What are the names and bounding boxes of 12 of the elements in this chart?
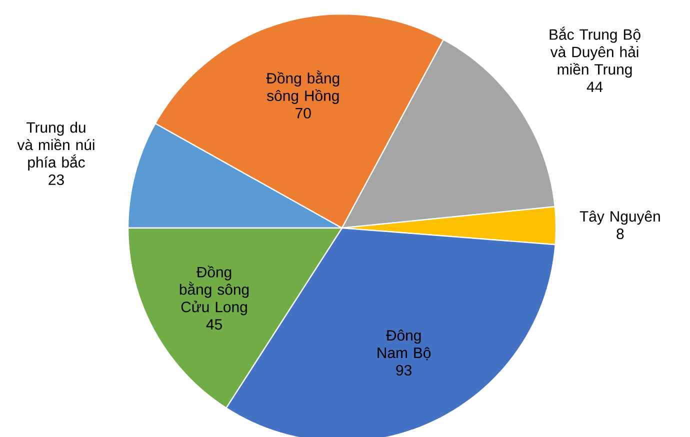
data-label: 44: [586, 82, 603, 92]
slice-label: Bắc Trung Bộ và Duyên hải miền Trung: [550, 26, 640, 78]
data-label: 70: [296, 108, 311, 118]
data-label: 45: [206, 319, 222, 330]
data-label: 23: [48, 174, 64, 186]
slice-label: Đồng bằng sông Cửu Long: [180, 266, 249, 316]
data-label: 93: [396, 364, 412, 376]
slice-label: Trung du và miền núi phía bắc: [17, 122, 94, 171]
slice-label: Tây Nguyên: [580, 210, 660, 225]
data-label: 8: [616, 228, 624, 240]
slice-label: Đồng bằng sông Hồng: [266, 70, 340, 104]
slice-label: Đông Nam Bộ: [378, 330, 431, 360]
